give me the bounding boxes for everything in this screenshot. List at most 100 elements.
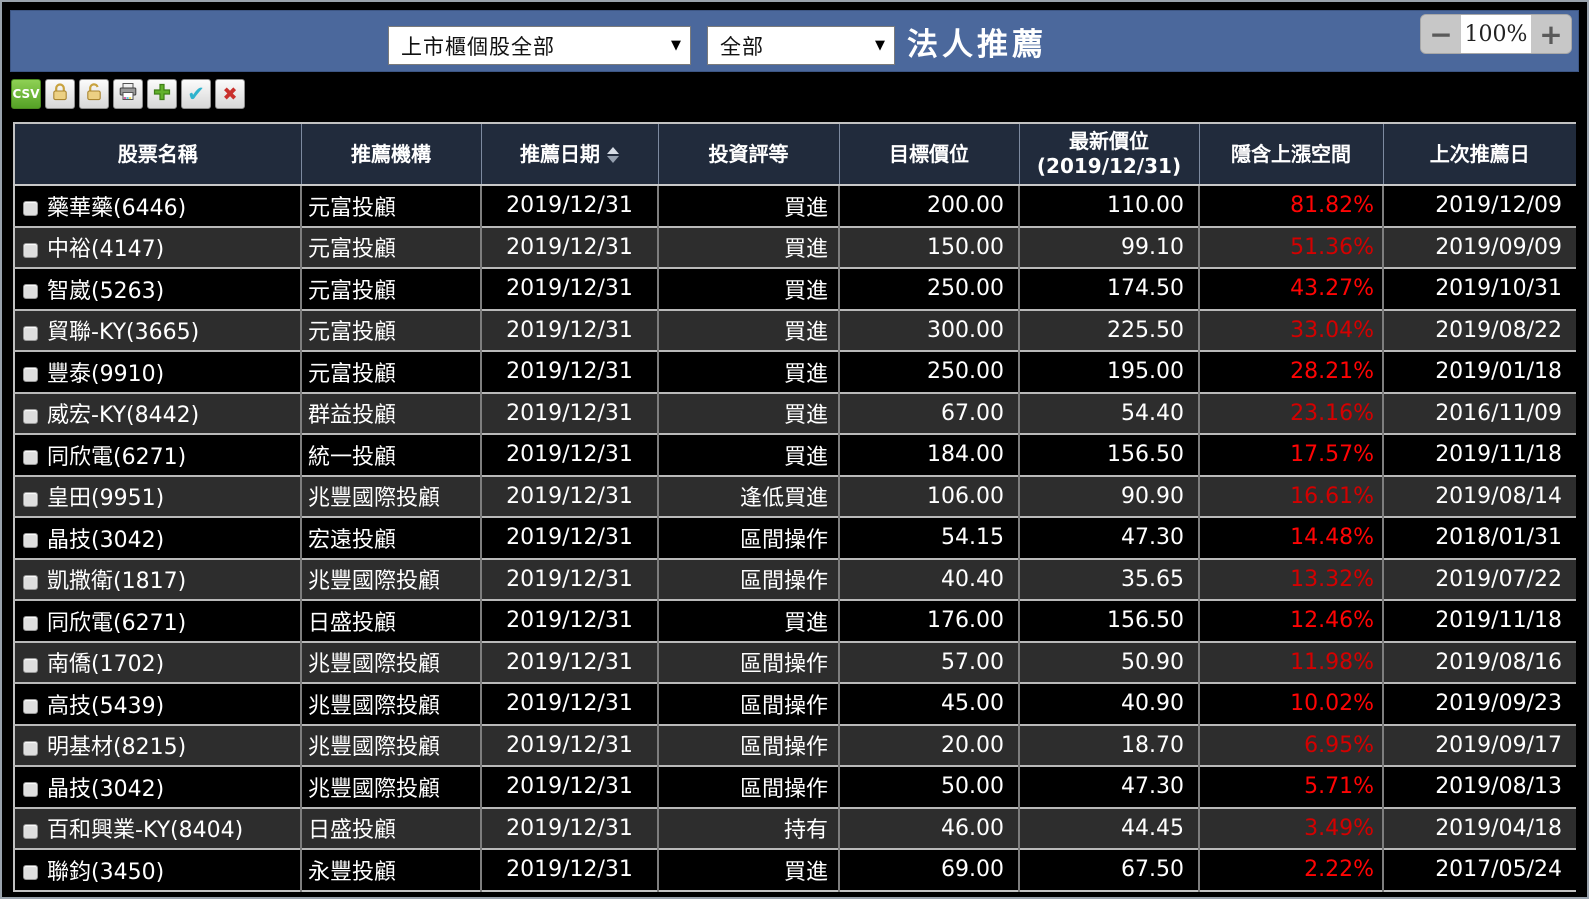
rating-cell: 買進 [657, 225, 839, 268]
recommend-date-cell: 2019/12/31 [480, 391, 658, 434]
table-row: 智崴(5263) 元富投顧 2019/12/31 買進 250.00 174.50 43.2… [14, 267, 1576, 310]
col-header-org[interactable]: 推薦機構 [300, 123, 481, 186]
org-cell: 元富投顧 [300, 308, 481, 351]
stock-name: 藥華藥(6446) [47, 195, 187, 221]
add-button[interactable] [147, 79, 177, 109]
last-recommend-date-cell: 2019/08/13 [1382, 765, 1576, 808]
row-checkbox[interactable] [23, 823, 38, 839]
page-title: 法人推薦 [907, 26, 1047, 63]
rating-cell: 買進 [657, 308, 839, 351]
unlock-button[interactable] [79, 79, 109, 109]
row-checkbox[interactable] [23, 325, 38, 341]
target-price-cell: 50.00 [838, 765, 1019, 808]
zoom-out-button[interactable]: − [1421, 15, 1461, 53]
stock-name: 高技(5439) [47, 693, 165, 719]
col-header-rating[interactable]: 投資評等 [657, 123, 839, 186]
table-header-row: 股票名稱 推薦機構 推薦日期 投資評等 目標價位 最新價位 (2019/12/3… [14, 123, 1576, 186]
market-select-value: 上市櫃個股全部 [401, 34, 555, 59]
row-checkbox[interactable] [23, 450, 38, 466]
rating-cell: 買進 [657, 599, 839, 642]
target-price-cell: 184.00 [838, 433, 1019, 476]
lock-closed-icon [50, 82, 70, 106]
upside-cell: 43.27% [1198, 267, 1383, 310]
last-recommend-date-cell: 2019/11/18 [1382, 433, 1576, 476]
row-checkbox[interactable] [23, 491, 38, 507]
table-row: 同欣電(6271) 日盛投顧 2019/12/31 買進 176.00 156.50 12.… [14, 599, 1576, 642]
recommend-date-cell: 2019/12/31 [480, 225, 658, 268]
table-row: 同欣電(6271) 統一投顧 2019/12/31 買進 184.00 156.50 17.… [14, 433, 1576, 476]
recommend-date-cell: 2019/12/31 [480, 516, 658, 559]
zoom-in-button[interactable]: + [1531, 15, 1571, 53]
row-checkbox[interactable] [23, 865, 38, 881]
upside-cell: 28.21% [1198, 350, 1383, 393]
row-checkbox[interactable] [23, 201, 38, 217]
latest-price-cell: 67.50 [1018, 848, 1199, 891]
table-row: 高技(5439) 兆豐國際投顧 2019/12/31 區間操作 45.00 40.90 10… [14, 682, 1576, 725]
stock-name: 智崴(5263) [47, 278, 165, 304]
row-checkbox[interactable] [23, 782, 38, 798]
table-row: 貿聯-KY(3665) 元富投顧 2019/12/31 買進 300.00 225.50 3… [14, 308, 1576, 351]
last-recommend-date-cell: 2019/08/14 [1382, 474, 1576, 517]
market-select[interactable]: 上市櫃個股全部 ▼ [388, 26, 691, 65]
last-recommend-date-cell: 2016/11/09 [1382, 391, 1576, 434]
upside-cell: 5.71% [1198, 765, 1383, 808]
lock-button[interactable] [45, 79, 75, 109]
chevron-down-icon: ▼ [875, 38, 886, 53]
latest-price-cell: 54.40 [1018, 391, 1199, 434]
table-row: 晶技(3042) 兆豐國際投顧 2019/12/31 區間操作 50.00 47.30 5.… [14, 765, 1576, 808]
row-checkbox[interactable] [23, 616, 38, 632]
stock-name-cell: 南僑(1702) [14, 640, 301, 683]
chevron-down-icon: ▼ [671, 38, 682, 53]
rating-cell: 買進 [657, 433, 839, 476]
toolbar: CSV [11, 79, 245, 109]
print-button[interactable] [113, 79, 143, 109]
recommend-date-cell: 2019/12/31 [480, 267, 658, 310]
table-row: 明基材(8215) 兆豐國際投顧 2019/12/31 區間操作 20.00 18.70 6… [14, 723, 1576, 766]
row-checkbox[interactable] [23, 657, 38, 673]
stock-name: 同欣電(6271) [47, 444, 187, 470]
delete-button[interactable]: ✖ [215, 79, 245, 109]
table-row: 藥華藥(6446) 元富投顧 2019/12/31 買進 200.00 110.00 81.… [14, 184, 1576, 227]
row-checkbox[interactable] [23, 574, 38, 590]
recommend-date-cell: 2019/12/31 [480, 599, 658, 642]
col-header-recommend-date[interactable]: 推薦日期 [480, 123, 658, 186]
row-checkbox[interactable] [23, 367, 38, 383]
stock-name: 晶技(3042) [47, 527, 165, 553]
upside-cell: 6.95% [1198, 723, 1383, 766]
rating-cell: 區間操作 [657, 640, 839, 683]
col-header-last-date[interactable]: 上次推薦日 [1382, 123, 1576, 186]
table-row: 中裕(4147) 元富投顧 2019/12/31 買進 150.00 99.10 51.36… [14, 225, 1576, 268]
target-price-cell: 69.00 [838, 848, 1019, 891]
col-header-stock-name[interactable]: 股票名稱 [14, 123, 301, 186]
org-cell: 兆豐國際投顧 [300, 640, 481, 683]
col-header-latest-price[interactable]: 最新價位 (2019/12/31) [1018, 123, 1199, 186]
org-cell: 日盛投顧 [300, 599, 481, 642]
category-select[interactable]: 全部 ▼ [707, 26, 895, 65]
org-cell: 統一投顧 [300, 433, 481, 476]
row-checkbox[interactable] [23, 699, 38, 715]
rating-cell: 買進 [657, 184, 839, 227]
lock-open-icon [84, 82, 104, 106]
row-checkbox[interactable] [23, 284, 38, 300]
row-checkbox[interactable] [23, 242, 38, 258]
target-price-cell: 45.00 [838, 682, 1019, 725]
recommendation-table: 股票名稱 推薦機構 推薦日期 投資評等 目標價位 最新價位 (2019/12/3… [13, 122, 1576, 892]
stock-name: 中裕(4147) [47, 237, 165, 263]
sort-icon[interactable] [607, 147, 619, 163]
table-row: 晶技(3042) 宏遠投顧 2019/12/31 區間操作 54.15 47.30 14.4… [14, 516, 1576, 559]
recommend-date-cell: 2019/12/31 [480, 350, 658, 393]
org-cell: 兆豐國際投顧 [300, 474, 481, 517]
upside-cell: 16.61% [1198, 474, 1383, 517]
row-checkbox[interactable] [23, 408, 38, 424]
col-header-target-price[interactable]: 目標價位 [838, 123, 1019, 186]
latest-price-cell: 35.65 [1018, 557, 1199, 600]
row-checkbox[interactable] [23, 740, 38, 756]
export-csv-button[interactable]: CSV [11, 79, 41, 109]
stock-name: 百和興業-KY(8404) [47, 818, 244, 844]
recommend-date-cell: 2019/12/31 [480, 765, 658, 808]
col-header-upside[interactable]: 隱含上漲空間 [1198, 123, 1383, 186]
latest-price-cell: 47.30 [1018, 516, 1199, 559]
stock-name: 聯鈞(3450) [47, 859, 165, 885]
confirm-button[interactable]: ✔ [181, 79, 211, 109]
row-checkbox[interactable] [23, 533, 38, 549]
